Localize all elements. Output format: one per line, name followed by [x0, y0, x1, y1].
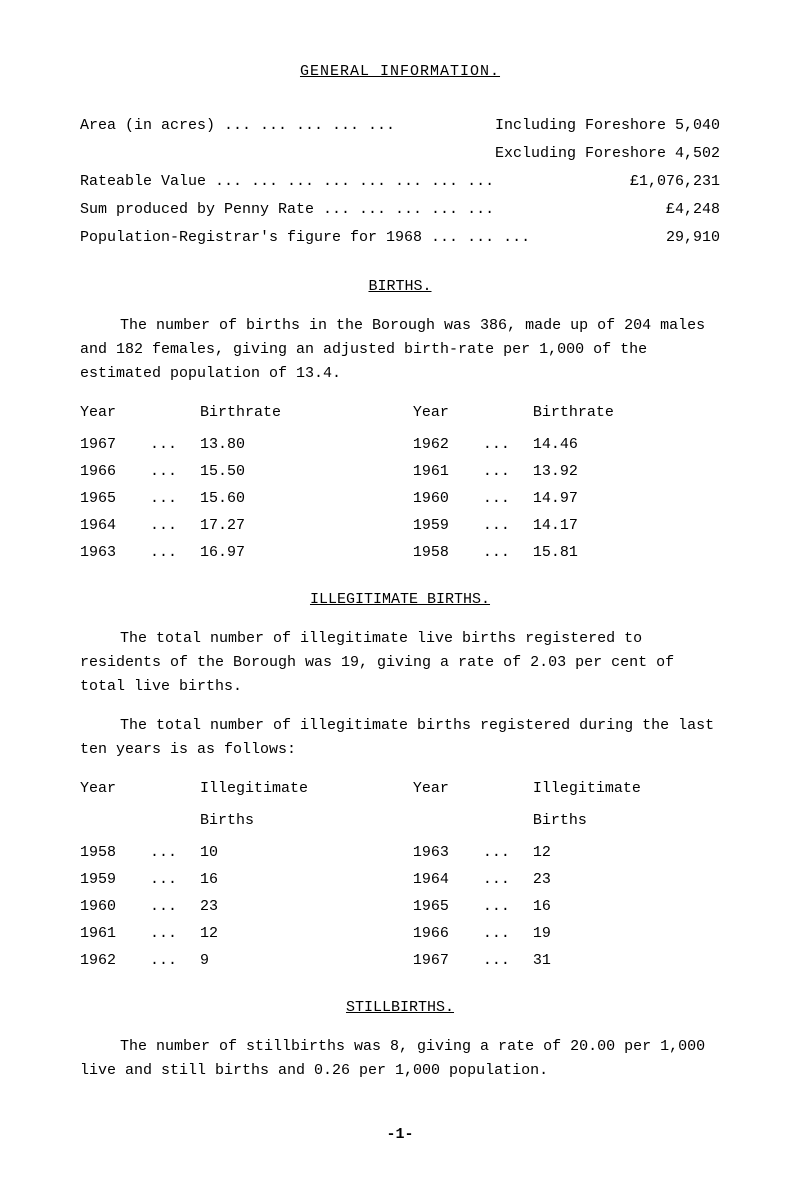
illeg-left-col: Year Illegitimate Births 1958...10 1959.… — [80, 777, 387, 976]
info-left — [80, 142, 495, 166]
general-info-block: Area (in acres) ... ... ... ... ... Incl… — [80, 114, 720, 250]
info-line: Excluding Foreshore 4,502 — [80, 142, 720, 166]
info-right: £1,076,231 — [630, 170, 720, 194]
birthrate-right-col: Year Birthrate 1962...14.46 1961...13.92… — [413, 401, 720, 568]
illeg-right-col: Year Illegitimate Births 1963...12 1964.… — [413, 777, 720, 976]
table-row: 1963...16.97 — [80, 541, 387, 565]
table-row: 1959...16 — [80, 868, 387, 892]
table-row: 1966...19 — [413, 922, 720, 946]
table-row: 1964...23 — [413, 868, 720, 892]
table-subheader: Births — [80, 809, 387, 833]
hdr-year: Year — [413, 401, 483, 425]
illeg-table: Year Illegitimate Births 1958...10 1959.… — [80, 777, 720, 976]
hdr-spacer — [483, 777, 533, 801]
hdr-bir: Births — [200, 809, 270, 833]
hdr-year: Year — [80, 777, 150, 801]
info-right: Including Foreshore 5,040 — [495, 114, 720, 138]
table-row: 1963...12 — [413, 841, 720, 865]
table-subheader: Births — [413, 809, 720, 833]
birthrate-left-col: Year Birthrate 1967...13.80 1966...15.50… — [80, 401, 387, 568]
info-line: Rateable Value ... ... ... ... ... ... .… — [80, 170, 720, 194]
hdr-year: Year — [413, 777, 483, 801]
main-title: GENERAL INFORMATION. — [80, 60, 720, 84]
table-row: 1967...13.80 — [80, 433, 387, 457]
births-title: BIRTHS. — [80, 275, 720, 299]
births-paragraph: The number of births in the Borough was … — [80, 314, 720, 386]
table-header: Year Birthrate — [80, 401, 387, 425]
table-row: 1958...15.81 — [413, 541, 720, 565]
illeg-paragraph-2: The total number of illegitimate births … — [80, 714, 720, 762]
table-row: 1961...13.92 — [413, 460, 720, 484]
table-row: 1964...17.27 — [80, 514, 387, 538]
info-left: Rateable Value ... ... ... ... ... ... .… — [80, 170, 630, 194]
info-line: Sum produced by Penny Rate ... ... ... .… — [80, 198, 720, 222]
table-row: 1967...31 — [413, 949, 720, 973]
info-right: 29,910 — [666, 226, 720, 250]
illeg-paragraph-1: The total number of illegitimate live bi… — [80, 627, 720, 699]
table-row: 1959...14.17 — [413, 514, 720, 538]
hdr-rate: Birthrate — [533, 401, 603, 425]
table-header: Year Birthrate — [413, 401, 720, 425]
stillbirths-title: STILLBIRTHS. — [80, 996, 720, 1020]
table-row: 1958...10 — [80, 841, 387, 865]
info-right: Excluding Foreshore 4,502 — [495, 142, 720, 166]
hdr-ill: Illegitimate — [200, 777, 270, 801]
stillbirths-paragraph: The number of stillbirths was 8, giving … — [80, 1035, 720, 1083]
page-number: -1- — [80, 1123, 720, 1147]
hdr-spacer — [483, 401, 533, 425]
table-header: Year Illegitimate — [80, 777, 387, 801]
table-row: 1965...16 — [413, 895, 720, 919]
info-left: Population-Registrar's figure for 1968 .… — [80, 226, 666, 250]
hdr-bir: Births — [533, 809, 603, 833]
hdr-rate: Birthrate — [200, 401, 270, 425]
hdr-year: Year — [80, 401, 150, 425]
info-left: Sum produced by Penny Rate ... ... ... .… — [80, 198, 666, 222]
table-row: 1965...15.60 — [80, 487, 387, 511]
info-left: Area (in acres) ... ... ... ... ... — [80, 114, 495, 138]
illeg-title: ILLEGITIMATE BIRTHS. — [80, 588, 720, 612]
info-line: Area (in acres) ... ... ... ... ... Incl… — [80, 114, 720, 138]
table-row: 1960...14.97 — [413, 487, 720, 511]
table-row: 1962...14.46 — [413, 433, 720, 457]
table-row: 1962... 9 — [80, 949, 387, 973]
info-line: Population-Registrar's figure for 1968 .… — [80, 226, 720, 250]
table-row: 1960...23 — [80, 895, 387, 919]
table-row: 1966...15.50 — [80, 460, 387, 484]
hdr-spacer — [150, 777, 200, 801]
hdr-spacer — [150, 401, 200, 425]
table-header: Year Illegitimate — [413, 777, 720, 801]
birthrate-table: Year Birthrate 1967...13.80 1966...15.50… — [80, 401, 720, 568]
info-right: £4,248 — [666, 198, 720, 222]
hdr-ill: Illegitimate — [533, 777, 603, 801]
table-row: 1961...12 — [80, 922, 387, 946]
